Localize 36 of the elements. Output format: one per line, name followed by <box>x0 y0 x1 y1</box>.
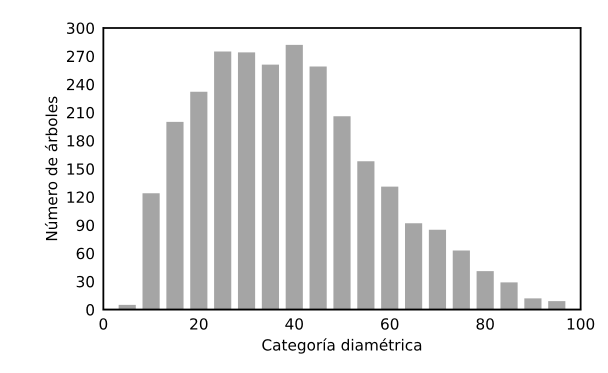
y-tick-label: 210 <box>66 106 94 118</box>
y-tick-label: 60 <box>76 248 94 260</box>
y-tick-label: 30 <box>76 276 94 288</box>
x-tick-label: 80 <box>476 318 494 330</box>
x-tick-label: 20 <box>190 318 208 330</box>
bar <box>405 223 422 310</box>
bar <box>452 250 470 310</box>
bar <box>190 92 208 310</box>
bar <box>310 66 327 310</box>
bar <box>262 64 279 310</box>
bar <box>428 230 446 310</box>
y-tick-label: 120 <box>68 191 94 203</box>
y-tick-label: 180 <box>68 135 94 147</box>
x-tick-label: 0 <box>100 318 108 330</box>
bar <box>548 301 566 310</box>
x-axis-title: Categoría diamétrica <box>262 338 422 354</box>
y-tick-label: 0 <box>86 304 94 316</box>
x-tick-label: 40 <box>285 318 303 330</box>
x-tick-label: 60 <box>381 318 398 330</box>
bar <box>333 116 351 310</box>
y-tick-label: 300 <box>67 22 94 34</box>
bar <box>238 52 256 310</box>
bar <box>357 161 374 310</box>
bar <box>286 44 303 310</box>
bar <box>214 51 232 310</box>
bar <box>500 282 518 310</box>
y-tick-label: 150 <box>68 163 94 175</box>
y-tick-label: 270 <box>66 50 94 62</box>
bar <box>142 193 160 310</box>
y-tick-label: 240 <box>66 78 94 90</box>
bar <box>381 186 398 310</box>
y-tick-label: 90 <box>76 220 94 232</box>
y-axis-title: Número de árboles <box>44 96 58 240</box>
bar <box>166 122 184 310</box>
bar <box>476 271 494 310</box>
x-tick-label: 100 <box>568 318 594 330</box>
